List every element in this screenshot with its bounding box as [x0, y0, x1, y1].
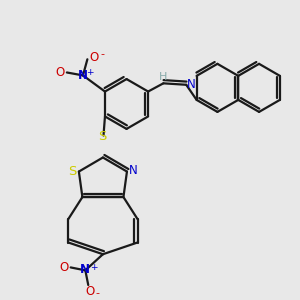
Text: -: - [96, 288, 100, 298]
Text: +: + [87, 68, 94, 77]
Text: +: + [90, 263, 97, 272]
Text: N: N [129, 164, 138, 177]
Text: O: O [89, 51, 98, 64]
Text: S: S [98, 130, 106, 142]
Text: O: O [60, 261, 69, 274]
Text: H: H [159, 72, 168, 82]
Text: O: O [56, 66, 65, 79]
Text: N: N [78, 69, 88, 82]
Text: N: N [187, 78, 196, 91]
Text: O: O [85, 285, 94, 298]
Text: -: - [100, 49, 104, 59]
Text: S: S [68, 165, 76, 178]
Text: N: N [80, 263, 90, 276]
